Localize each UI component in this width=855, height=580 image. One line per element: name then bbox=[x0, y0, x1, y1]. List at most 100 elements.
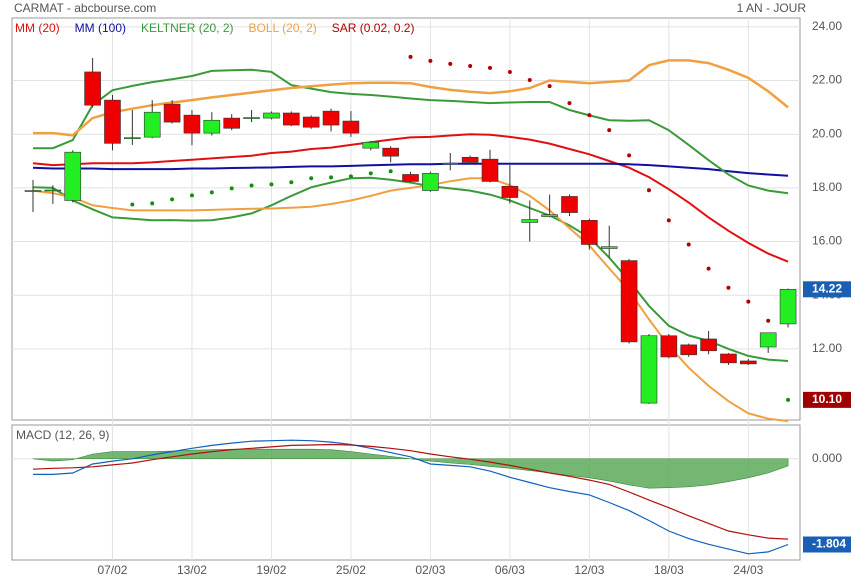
sar-dot bbox=[488, 65, 493, 70]
macd-frame bbox=[11, 424, 801, 561]
sar-dot bbox=[309, 176, 314, 181]
candle-body bbox=[104, 99, 121, 144]
candle-body bbox=[640, 335, 658, 404]
candle-body bbox=[362, 141, 380, 149]
y-tick-label: 20.00 bbox=[812, 126, 842, 140]
candle-body bbox=[302, 116, 320, 128]
macd-line bbox=[32, 443, 789, 540]
sar-dot bbox=[527, 77, 532, 82]
candle-body bbox=[581, 220, 598, 245]
candle-body bbox=[223, 117, 240, 129]
legend-entry: KELTNER (20, 2) bbox=[141, 21, 233, 35]
sar-dot bbox=[567, 101, 572, 106]
x-tick-label: 12/03 bbox=[574, 563, 604, 577]
candle-body bbox=[422, 173, 439, 191]
candle-body bbox=[680, 344, 698, 356]
sar-dot bbox=[448, 61, 453, 66]
sar-dot bbox=[289, 180, 294, 185]
candle-body bbox=[521, 219, 539, 223]
price-frame bbox=[11, 17, 801, 421]
sar-dot bbox=[547, 84, 552, 89]
indicator-line bbox=[33, 68, 789, 195]
candle-body bbox=[382, 147, 399, 157]
candle-body bbox=[203, 119, 221, 134]
candle-body bbox=[243, 117, 260, 119]
candle-body bbox=[481, 158, 499, 182]
sar-dot bbox=[627, 153, 632, 158]
y-tick-label: 0.000 bbox=[812, 451, 842, 465]
sar-dot bbox=[368, 171, 373, 176]
candle-body bbox=[740, 360, 757, 365]
y-tick-label: 12.00 bbox=[812, 341, 842, 355]
sar-dot bbox=[507, 69, 512, 74]
legend-entry: BOLL (20, 2) bbox=[249, 21, 317, 35]
last-price-label: 14.22 bbox=[812, 281, 842, 295]
sar-dot bbox=[726, 285, 731, 290]
candle-body bbox=[124, 137, 141, 139]
candle-body bbox=[720, 353, 737, 364]
sar-dot bbox=[686, 242, 691, 247]
sar-dot bbox=[706, 266, 711, 271]
candle-body bbox=[283, 112, 300, 126]
sar-dot bbox=[587, 113, 592, 118]
candle-body bbox=[143, 111, 161, 138]
candle-body bbox=[561, 196, 578, 213]
candle-body bbox=[322, 110, 340, 126]
macd-histogram bbox=[32, 448, 789, 489]
x-tick-label: 07/02 bbox=[97, 563, 127, 577]
candle-body bbox=[402, 174, 419, 182]
candle-body bbox=[541, 214, 558, 217]
legend-entry: MM (100) bbox=[75, 21, 126, 35]
sar-dot bbox=[150, 201, 155, 206]
x-tick-label: 24/03 bbox=[733, 563, 763, 577]
sar-dot bbox=[269, 182, 274, 187]
candle-body bbox=[183, 114, 201, 134]
y-tick-label: 24.00 bbox=[812, 19, 842, 33]
x-tick-label: 25/02 bbox=[336, 563, 366, 577]
sar-label-box bbox=[803, 391, 851, 408]
candle-body bbox=[24, 190, 42, 192]
sar-dot bbox=[607, 128, 612, 133]
macd-title: MACD (12, 26, 9) bbox=[16, 428, 109, 442]
sar-dot bbox=[646, 188, 651, 193]
y-tick-label: 16.00 bbox=[812, 234, 842, 248]
x-tick-label: 13/02 bbox=[177, 563, 207, 577]
candle-body bbox=[84, 71, 101, 106]
candle-body bbox=[600, 246, 618, 249]
sar-dot bbox=[170, 197, 175, 202]
sar-dot bbox=[408, 54, 413, 59]
sar-dot bbox=[189, 193, 194, 198]
legend-entry: SAR (0.02, 0.2) bbox=[332, 21, 415, 35]
sar-dot bbox=[786, 397, 791, 402]
y-tick-label: 22.00 bbox=[812, 73, 842, 87]
candle-body bbox=[759, 332, 777, 348]
sar-dot bbox=[428, 58, 433, 63]
plot: 12.0014.0016.0018.0020.0022.0024.0007/02… bbox=[12, 18, 851, 577]
candle-body bbox=[64, 151, 82, 201]
candle-body bbox=[342, 120, 360, 134]
y-tick-label: 18.00 bbox=[812, 180, 842, 194]
x-tick-label: 02/03 bbox=[415, 563, 445, 577]
sar-dot bbox=[229, 186, 234, 191]
macd-line bbox=[33, 439, 789, 555]
candle-body bbox=[263, 112, 280, 119]
legend-entry: MM (20) bbox=[15, 21, 60, 35]
x-tick-label: 06/03 bbox=[495, 563, 525, 577]
sar-dot bbox=[746, 299, 751, 304]
chart-title: CARMAT - abcbourse.com bbox=[14, 1, 156, 15]
candle-body bbox=[461, 156, 479, 163]
macd-last-label-box bbox=[803, 536, 851, 553]
candle-body bbox=[501, 185, 519, 198]
sar-dot bbox=[329, 175, 334, 180]
candle-body bbox=[660, 335, 678, 358]
sar-dot bbox=[766, 318, 771, 323]
chart-subtitle: 1 AN - JOUR bbox=[737, 1, 807, 15]
x-tick-label: 18/03 bbox=[654, 563, 684, 577]
macd-last-label: -1.804 bbox=[812, 537, 846, 551]
sar-label: 10.10 bbox=[812, 392, 842, 406]
candle-body bbox=[700, 338, 717, 352]
sar-dot bbox=[666, 218, 671, 223]
indicator-line bbox=[32, 162, 789, 177]
indicator-line bbox=[32, 133, 789, 263]
